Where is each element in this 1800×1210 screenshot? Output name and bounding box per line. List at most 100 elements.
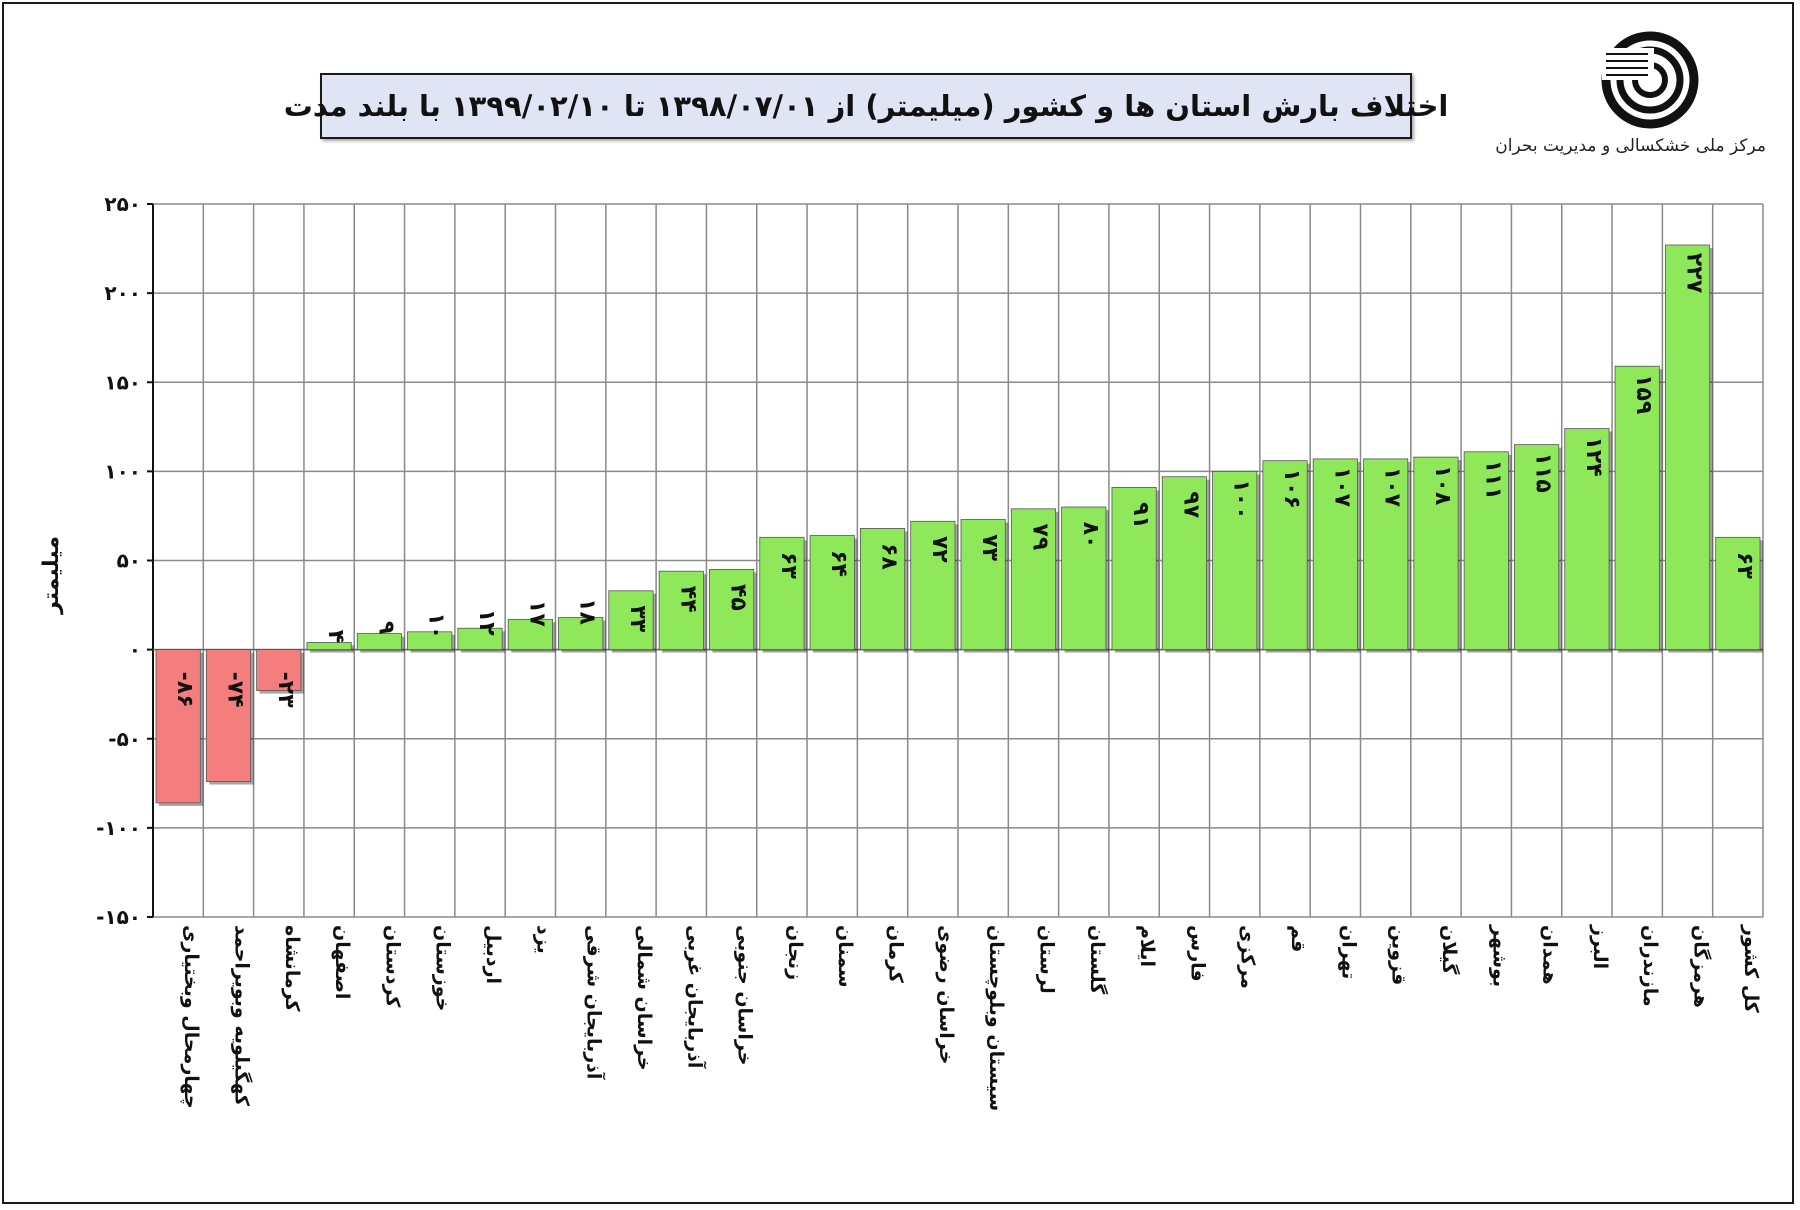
bar [407,631,453,651]
category-label: چهارمحال وبختیاری [180,925,202,1109]
category-label: همدان [1539,925,1561,985]
bar [306,642,352,651]
bar-value-label: ۱۸ [575,598,600,625]
bar-value-label: ۱۰۰ [1229,479,1254,519]
bar-value-label: ۴۴ [675,586,700,613]
bar [1413,456,1459,651]
bar [1312,458,1358,651]
bar-value-label: ۱۵۹ [1631,374,1656,414]
bar [256,649,302,692]
bars-layer [155,244,1763,806]
category-label: فارس [1186,925,1208,982]
bar-value-label: -۲۳ [273,672,298,709]
bar-value-label: ۱۰۷ [1380,467,1405,508]
bar-value-label: ۱۷ [524,600,549,627]
bar [658,570,704,651]
bar-value-label: ۲۲۷ [1682,253,1707,294]
bar [155,649,201,804]
category-label: هرمزگان [1690,925,1713,1008]
bar [1514,444,1560,651]
category-label: آذربایجان شرقی [583,925,607,1080]
bar [608,590,654,651]
bar [356,633,402,651]
category-label: قم [1287,925,1309,952]
bar [910,520,956,651]
category-label: لرستان [1035,925,1057,994]
bar [1363,458,1409,651]
bar [1614,365,1660,651]
bar-value-label: ۶۳ [776,552,801,579]
bar [759,536,805,651]
bar-value-label: ۱۰ [424,612,449,639]
bar-value-label: ۱۰۶ [1279,469,1304,509]
y-tick-label: ۵۰ [117,549,141,573]
bar [809,535,855,651]
bar-value-label: ۱۰۸ [1430,465,1455,506]
bar-value-label: ۸۰ [1078,522,1103,549]
y-tick-label: ۱۰۰ [104,459,141,483]
bar-value-label: ۹۱ [1128,502,1153,529]
y-tick-label: ۰ [129,638,141,662]
category-label: سمنان [834,925,856,988]
category-label: تهران [1337,925,1359,979]
bar [205,649,252,782]
category-label: کرمان [885,925,907,984]
bar-value-label: ۴۵ [726,584,751,611]
bar [558,617,604,651]
y-axis-label: میلیمتر [39,536,64,615]
bar [1212,470,1258,651]
y-tick-label: ۱۵۰ [104,370,141,394]
bar-value-label: ۱۱۱ [1480,460,1505,500]
bar [960,519,1006,651]
bar-value-label: ۷۳ [977,534,1002,561]
organization-caption: مرکز ملی خشکسالی و مدیریت بحران [1495,136,1766,156]
bar [507,618,553,651]
category-label: خراسان جنوبی [734,925,756,1065]
category-label: آذربایجان غربی [683,925,707,1069]
category-label: خوزستان [432,925,454,1011]
bar [1564,428,1610,651]
bar [457,627,503,651]
category-label: گیلان [1438,925,1461,975]
bar [859,528,906,651]
bar [1111,487,1157,651]
category-label: قزوین [1388,925,1410,985]
bar [1061,506,1107,651]
category-label: کرمانشاه [281,925,303,1013]
bar [1664,244,1711,651]
bar [1010,508,1057,651]
category-label: مازندران [1639,925,1661,1007]
bar-value-label: ۶۴ [826,550,851,577]
category-label: سیستان وبلوچستان [985,925,1007,1111]
bar-value-label: ۳۳ [625,605,650,632]
bar-value-label: ۹ [373,621,398,634]
bar [1463,451,1509,651]
category-label: اردبیل [482,925,504,984]
y-tick-label: ۲۰۰ [104,281,141,305]
category-label: مرکزی [1237,925,1259,989]
category-label: کردستان [381,925,403,1008]
category-label: البرز [1589,924,1611,969]
drought-center-logo-icon [1601,31,1699,129]
bar [1715,536,1761,651]
bar [1161,476,1207,651]
bar [709,569,755,651]
bar-value-label: ۱۱۵ [1531,452,1556,492]
chart-title: اختلاف بارش استان ها و کشور (میلیمتر) از… [283,89,1449,123]
bar-value-label: -۷۴ [222,672,247,708]
category-label: کهگیلویه وبویراحمد [230,925,253,1107]
y-tick-label: ۲۵۰ [104,192,141,216]
bar-value-label: ۷۹ [1027,523,1052,550]
bar-value-label: ۱۰۷ [1329,467,1354,508]
bar-value-label: ۱۲ [474,609,499,636]
category-label: زنجان [784,925,806,980]
category-label: خراسان شمالی [633,925,655,1071]
bar [1262,460,1308,651]
category-label: کل کشور [1740,924,1762,1014]
chart-title-box: اختلاف بارش استان ها و کشور (میلیمتر) از… [284,73,1448,139]
y-tick-label: -۵۰ [108,727,141,751]
bar-value-label: ۶۳ [1732,552,1757,579]
labels-layer: ۲۵۰ ۲۰۰ ۱۵۰ ۱۰۰ ۵۰ ۰ -۵۰ -۱۰۰ -۱۵۰ -۸۶ چهارمحال وب… [96,192,1762,1111]
category-label: اصفهان [331,925,353,999]
